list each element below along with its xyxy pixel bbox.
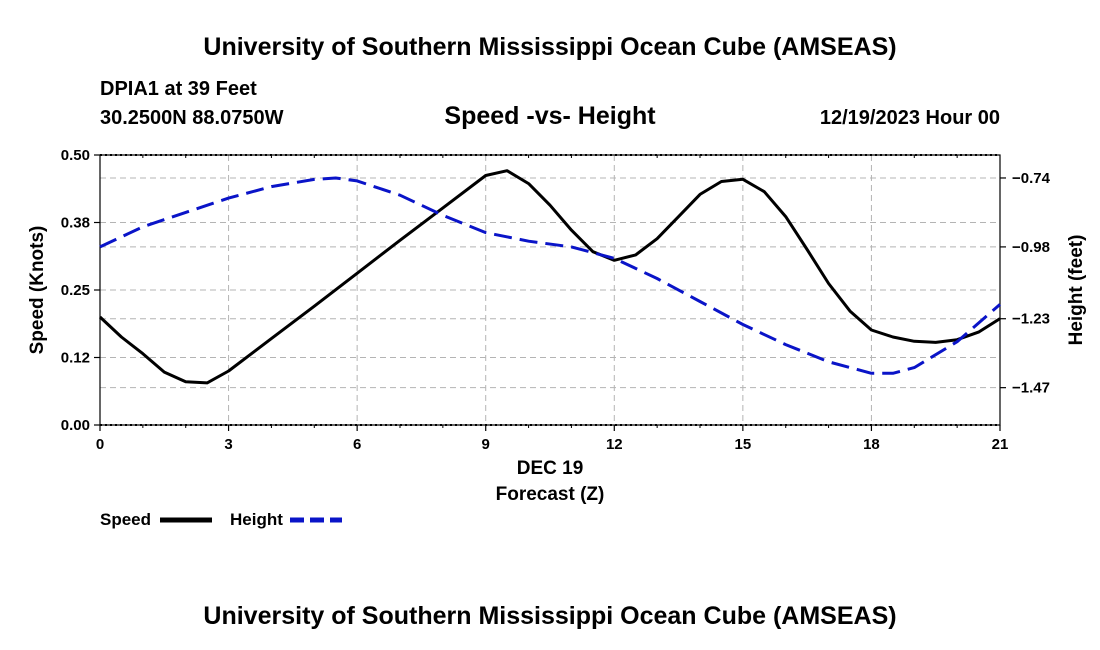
series-line-height bbox=[99, 176, 1001, 375]
legend: Speed Height bbox=[100, 510, 342, 529]
y2-tick-label: −0.98 bbox=[1012, 239, 1050, 256]
x-axis-label: Forecast (Z) bbox=[496, 484, 605, 505]
series-line-speed bbox=[98, 169, 1001, 385]
y-axis-label: Speed (Knots) bbox=[27, 226, 48, 355]
grid bbox=[100, 155, 1000, 425]
legend-label-height: Height bbox=[230, 510, 283, 529]
station-label: DPIA1 at 39 Feet bbox=[100, 78, 257, 100]
y2-tick-label: −1.23 bbox=[1012, 311, 1050, 328]
chart-title: Speed -vs- Height bbox=[444, 102, 656, 130]
x-tick-label: 18 bbox=[863, 436, 880, 453]
y-tick-label: 0.25 bbox=[61, 282, 90, 299]
page-title: University of Southern Mississippi Ocean… bbox=[203, 33, 896, 61]
datetime-label: 12/19/2023 Hour 00 bbox=[820, 107, 1000, 129]
legend-label-speed: Speed bbox=[100, 510, 151, 529]
y2-tick-label: −0.74 bbox=[1012, 170, 1051, 187]
y-tick-label: 0.38 bbox=[61, 215, 90, 232]
x-tick-label: 6 bbox=[353, 436, 361, 453]
x-tick-label: 15 bbox=[735, 436, 752, 453]
x-tick-label: 9 bbox=[482, 436, 490, 453]
y2-tick-label: −1.47 bbox=[1012, 380, 1050, 397]
x-tick-label: 12 bbox=[606, 436, 623, 453]
x-axis-date-label: DEC 19 bbox=[517, 458, 584, 479]
x-tick-label: 0 bbox=[96, 436, 104, 453]
ticks: 0 3 6 9 12 15 18 21 0.00 0.12 0.25 0.38 0.50 −0.74 −0.… bbox=[61, 147, 1051, 453]
y-tick-label: 0.12 bbox=[61, 350, 90, 367]
y2-axis-label: Height (feet) bbox=[1066, 235, 1087, 346]
y-tick-label: 0.00 bbox=[61, 417, 90, 434]
x-tick-label: 21 bbox=[992, 436, 1009, 453]
x-tick-label: 3 bbox=[224, 436, 232, 453]
y-tick-label: 0.50 bbox=[61, 147, 90, 164]
location-label: 30.2500N 88.0750W bbox=[100, 107, 284, 129]
series bbox=[98, 169, 1001, 385]
footer-title: University of Southern Mississippi Ocean… bbox=[203, 602, 896, 630]
